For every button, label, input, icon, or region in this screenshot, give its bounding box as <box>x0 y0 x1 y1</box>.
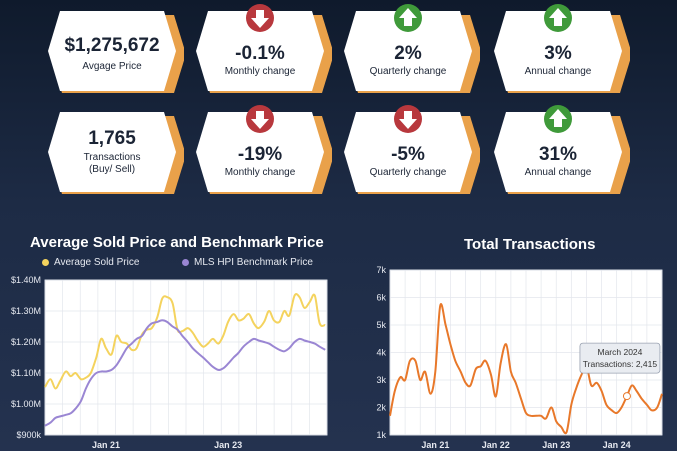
kpi-value: -19% <box>237 144 283 165</box>
avg-price-chart-title: Average Sold Price and Benchmark Price <box>30 234 324 251</box>
arrow-down-icon <box>245 104 275 134</box>
kpi-card-5: 1,765 Transactions (Buy/ Sell) <box>48 112 184 198</box>
kpi-value: 31% <box>538 144 578 165</box>
x-tick-label: Jan 23 <box>214 440 242 450</box>
legend-dot-hpi <box>182 258 189 266</box>
legend-label-avg-sold: Average Sold Price <box>54 257 140 268</box>
avg-sold-price-line <box>44 293 326 390</box>
legend-dot-avg-sold <box>42 258 49 266</box>
kpi-value: $1,275,672 <box>64 35 160 56</box>
hpi-benchmark-line <box>44 319 326 427</box>
x-tick-label: Jan 23 <box>542 440 570 450</box>
kpi-value: -5% <box>391 144 425 165</box>
legend-label-hpi: MLS HPI Benchmark Price <box>194 257 313 268</box>
y-tick-label: $900k <box>16 430 41 440</box>
arrow-down-icon <box>245 3 275 33</box>
kpi-value: 3% <box>544 43 572 64</box>
legend-hpi: MLS HPI Benchmark Price <box>182 257 313 268</box>
kpi-label: Quarterly change <box>369 66 447 77</box>
tooltip-box <box>579 342 661 374</box>
kpi-card-shape <box>48 112 184 194</box>
kpi-card-4: 3% Annual change <box>494 4 630 97</box>
kpi-label: Monthly change <box>224 167 296 178</box>
kpi-value: 2% <box>394 43 422 64</box>
kpi-card-shape <box>196 11 332 93</box>
y-tick-label: 6k <box>376 293 386 303</box>
kpi-label: Annual change <box>524 167 592 178</box>
y-tick-label: $1.20M <box>11 337 41 347</box>
y-tick-label: 5k <box>376 320 386 330</box>
highlight-point[interactable] <box>622 392 631 401</box>
x-tick-label: Jan 22 <box>482 440 510 450</box>
kpi-label: Annual change <box>524 66 592 77</box>
y-tick-label: 4k <box>376 348 386 358</box>
kpi-card-shape <box>494 11 630 93</box>
kpi-value: 1,765 <box>88 128 136 149</box>
y-tick-label: $1.00M <box>11 399 41 409</box>
y-tick-label: 1k <box>376 430 386 440</box>
kpi-sublabel: (Buy/ Sell) <box>88 164 136 175</box>
kpi-card-3: 2% Quarterly change <box>344 4 480 97</box>
arrow-up-icon <box>543 104 573 134</box>
kpi-value: -0.1% <box>235 43 285 64</box>
avg-price-chart: $900k $1.00M $1.10M $1.20M $1.30M $1.40M Jan 2… <box>11 275 328 450</box>
y-tick-label: 2k <box>376 403 386 413</box>
y-tick-label: $1.40M <box>11 275 41 285</box>
kpi-card-shape <box>494 112 630 194</box>
arrow-up-icon <box>543 3 573 33</box>
x-tick-label: Jan 24 <box>603 440 631 450</box>
arrow-up-icon <box>393 3 423 33</box>
kpi-card-shape <box>196 112 332 194</box>
transactions-line <box>389 303 663 435</box>
x-tick-label: Jan 21 <box>421 440 449 450</box>
y-tick-label: 3k <box>376 375 386 385</box>
kpi-label: Monthly change <box>224 66 296 77</box>
tooltip-value: Transactions: 2,415 <box>583 359 658 369</box>
kpi-card-7: -5% Quarterly change <box>344 105 480 198</box>
x-tick-label: Jan 21 <box>92 440 120 450</box>
kpi-card-2: -0.1% Monthly change <box>196 4 332 97</box>
legend-avg-sold: Average Sold Price <box>42 257 139 268</box>
kpi-card-8: 31% Annual change <box>494 105 630 198</box>
tooltip-date: March 2024 <box>597 347 642 357</box>
y-tick-label: $1.10M <box>11 368 41 378</box>
kpi-label: Quarterly change <box>369 167 447 178</box>
kpi-card-6: -19% Monthly change <box>196 105 332 198</box>
transactions-chart-title: Total Transactions <box>464 236 596 253</box>
kpi-card-shape <box>344 11 480 93</box>
transactions-chart: 1k 2k 3k 4k 5k 6k 7k Jan 21 Jan 22 Jan 23 Jan 24 Ma… <box>376 265 663 450</box>
kpi-card-1: $1,275,672 Avgage Price <box>48 11 184 97</box>
y-tick-label: $1.30M <box>11 306 41 316</box>
kpi-card-shape <box>48 11 184 93</box>
kpi-label: Avgage Price <box>82 61 142 72</box>
kpi-label: Transactions <box>83 152 141 163</box>
y-tick-label: 7k <box>376 265 386 275</box>
kpi-card-shape <box>344 112 480 194</box>
arrow-down-icon <box>393 104 423 134</box>
